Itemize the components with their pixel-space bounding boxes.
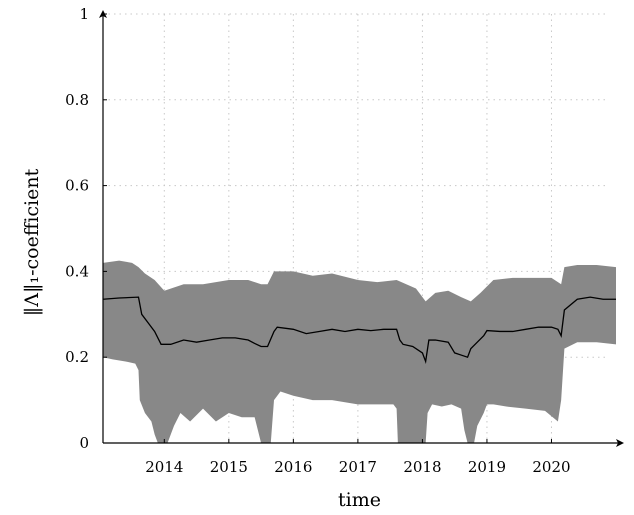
- y-tick-label-0.6: 0.6: [65, 177, 89, 195]
- y-tick-label-0.2: 0.2: [65, 348, 89, 366]
- x-axis-arrow: [616, 439, 624, 447]
- x-tick-label-2014: 2014: [145, 458, 183, 476]
- grid: [103, 13, 608, 443]
- y-tick-label-0.8: 0.8: [65, 91, 89, 109]
- y-axis-label: ‖Λ‖₁-coefficient: [21, 168, 43, 316]
- median-line: [102, 296, 616, 365]
- band-area: [103, 260, 616, 443]
- x-axis-label: time: [338, 489, 381, 511]
- y-tick-label-0: 0: [79, 434, 89, 452]
- y-tick-label-0.4: 0.4: [65, 262, 89, 280]
- ticks: 2014 2015 2016 2017 2018 2019 2020 0 0.2 0.4 0.6 0.…: [65, 5, 570, 476]
- x-tick-label-2019: 2019: [468, 458, 506, 476]
- x-tick-label-2016: 2016: [274, 458, 312, 476]
- y-tick-label-1: 1: [79, 5, 89, 23]
- x-tick-label-2018: 2018: [403, 458, 441, 476]
- x-tick-label-2017: 2017: [339, 458, 377, 476]
- x-tick-label-2015: 2015: [210, 458, 248, 476]
- x-tick-label-2020: 2020: [532, 458, 570, 476]
